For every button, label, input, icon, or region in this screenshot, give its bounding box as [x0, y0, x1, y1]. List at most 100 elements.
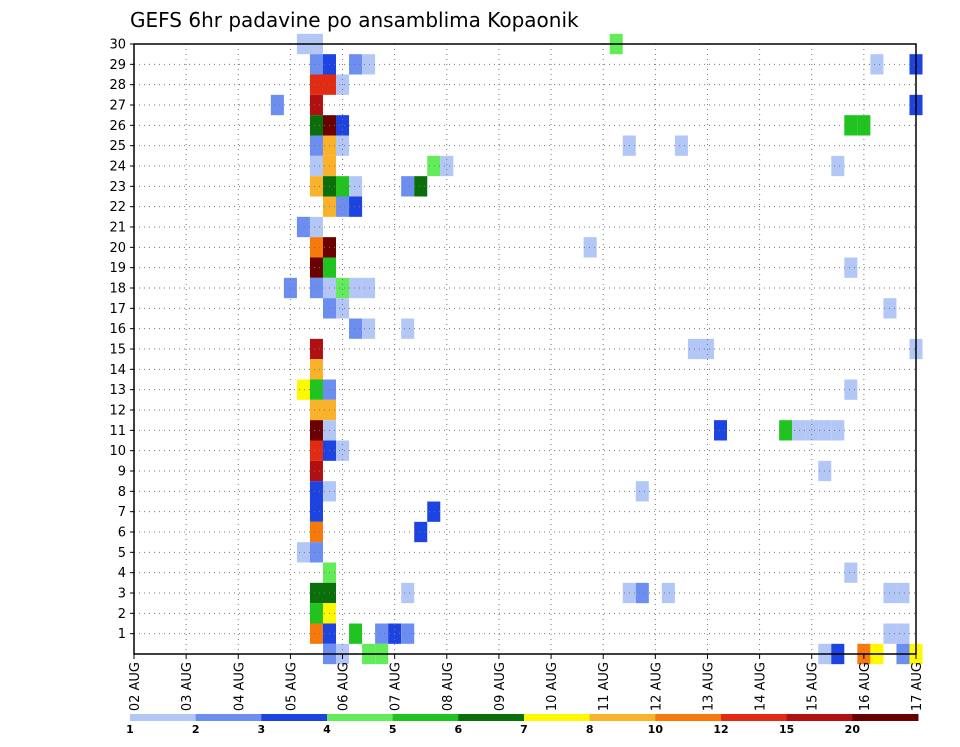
legend-threshold-label: 1: [126, 723, 134, 736]
heatmap-cell: [336, 176, 350, 197]
y-tick-label: 12: [109, 404, 126, 419]
grid-lines: [133, 43, 917, 654]
legend-threshold-label: 4: [323, 723, 331, 736]
heatmap-cell: [309, 54, 323, 75]
heatmap-cell: [309, 155, 323, 177]
heatmap-cell: [635, 582, 649, 604]
heatmap-cell: [309, 115, 323, 136]
y-tick-label: 5: [118, 546, 126, 561]
x-tick-label: 15 AUG: [806, 662, 821, 711]
heatmap-cell: [674, 135, 688, 156]
heatmap-cell: [309, 460, 323, 482]
heatmap-cell: [831, 155, 845, 177]
y-tick-label: 25: [109, 139, 126, 154]
heatmap-cell: [427, 501, 441, 522]
heatmap-cell: [401, 582, 415, 604]
legend-threshold-label: 2: [192, 723, 200, 736]
legend-swatch: [524, 714, 591, 721]
legend-swatch: [327, 714, 394, 721]
y-tick-label: 6: [118, 526, 126, 541]
heatmap-cell: [309, 277, 323, 299]
y-tick-label: 3: [118, 587, 126, 602]
x-tick-label: 03 AUG: [180, 662, 195, 711]
heatmap-cell: [309, 623, 323, 644]
heatmap-cell: [309, 359, 323, 380]
x-tick-label: 09 AUG: [493, 662, 508, 711]
legend-swatch: [130, 714, 197, 721]
x-tick-label: 04 AUG: [232, 662, 247, 711]
y-tick-label: 1: [118, 627, 126, 642]
legend-swatch: [458, 714, 525, 721]
legend-swatch: [655, 714, 722, 721]
y-tick-label: 19: [109, 261, 126, 276]
x-tick-label: 14 AUG: [754, 662, 769, 711]
y-tick-label: 16: [109, 322, 126, 337]
legend-threshold-label: 12: [713, 723, 728, 736]
heatmap-cell: [309, 481, 323, 502]
heatmap-cell: [844, 257, 858, 278]
color-legend: 1 2 3 4 5 6 7 8 10 12 15 20: [126, 714, 919, 736]
heatmap-cell: [857, 115, 871, 136]
heatmap-cell: [401, 318, 415, 339]
heatmap-cell: [401, 176, 415, 197]
heatmap-cells: [270, 33, 923, 665]
y-tick-label: 18: [109, 282, 126, 297]
x-tick-label: 16 AUG: [858, 662, 873, 711]
y-tick-label: 10: [109, 444, 126, 459]
x-tick-label: 07 AUG: [389, 662, 404, 711]
y-tick-label: 22: [109, 200, 126, 215]
legend-threshold-label: 7: [520, 723, 528, 736]
heatmap-cell: [362, 318, 376, 339]
heatmap-cell: [309, 237, 323, 258]
heatmap-cell: [309, 216, 323, 238]
y-tick-label: 21: [109, 221, 126, 236]
heatmap-cell: [296, 216, 310, 238]
legend-swatch: [852, 714, 919, 721]
x-tick-label: 06 AUG: [337, 662, 352, 711]
y-tick-label: 24: [109, 160, 126, 175]
heatmap-cell: [870, 54, 884, 75]
y-tick-label: 9: [118, 465, 126, 480]
heatmap-cell: [831, 420, 845, 441]
heatmap-cell: [792, 420, 806, 441]
y-tick-label: 23: [109, 180, 126, 195]
legend-threshold-label: 6: [455, 723, 463, 736]
heatmap-cell: [349, 176, 363, 197]
legend-threshold-label: 3: [258, 723, 266, 736]
heatmap-cell: [414, 176, 428, 197]
x-tick-label: 10 AUG: [545, 662, 560, 711]
heatmap-cell: [414, 521, 428, 543]
heatmap-cell: [362, 277, 376, 299]
heatmap-cell: [713, 420, 728, 441]
legend-swatch: [721, 714, 788, 721]
y-tick-label: 30: [109, 38, 126, 53]
heatmap-cell: [401, 623, 415, 644]
heatmap-cell: [635, 481, 649, 502]
heatmap-cell: [336, 277, 350, 299]
y-tick-label: 28: [109, 78, 126, 93]
x-tick-label: 13 AUG: [701, 662, 716, 711]
heatmap-cell: [309, 542, 323, 563]
chart-title: GEFS 6hr padavine po ansamblima Kopaonik: [130, 8, 579, 32]
heatmap-cell: [779, 420, 793, 441]
heatmap-cell: [309, 94, 323, 116]
heatmap-cell: [309, 440, 323, 461]
x-tick-label: 05 AUG: [284, 662, 299, 711]
heatmap-cell: [336, 440, 350, 461]
heatmap-cell: [309, 74, 323, 95]
heatmap-cell: [270, 94, 284, 116]
y-tick-label: 11: [109, 424, 126, 439]
x-tick-label: 17 AUG: [910, 662, 925, 711]
heatmap-cell: [349, 277, 363, 299]
heatmap-cell: [440, 155, 454, 177]
legend-swatch: [589, 714, 656, 721]
y-tick-label: 14: [109, 363, 126, 378]
y-tick-label: 15: [109, 343, 126, 358]
heatmap-cell: [896, 623, 910, 644]
heatmap-cell: [349, 196, 363, 217]
y-tick-label: 27: [109, 99, 126, 114]
heatmap-cell: [336, 298, 350, 319]
y-tick-label: 2: [118, 607, 126, 622]
